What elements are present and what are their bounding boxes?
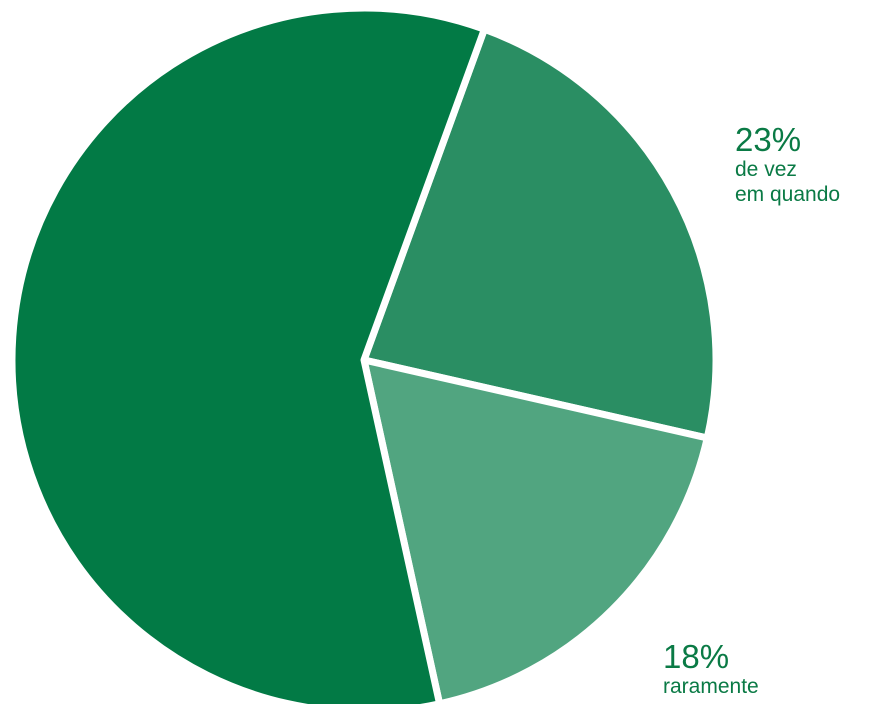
slice-label-de-vez-em-quando: 23% de vez em quando	[735, 121, 841, 208]
pie-slice-de-vez-em-quando	[360, 25, 720, 442]
pie-slices	[8, 4, 720, 704]
pie-slice-other	[8, 4, 488, 704]
slice-category-line: em quando	[735, 183, 841, 207]
slice-percent-label: 18%	[663, 638, 730, 675]
slice-category-line: de vez	[735, 158, 797, 182]
pie-slice-raramente	[360, 356, 711, 704]
slice-percent-label: 23%	[735, 121, 802, 158]
slice-category-line: raramente	[663, 675, 759, 699]
slice-label-raramente: 18% raramente	[663, 638, 759, 700]
